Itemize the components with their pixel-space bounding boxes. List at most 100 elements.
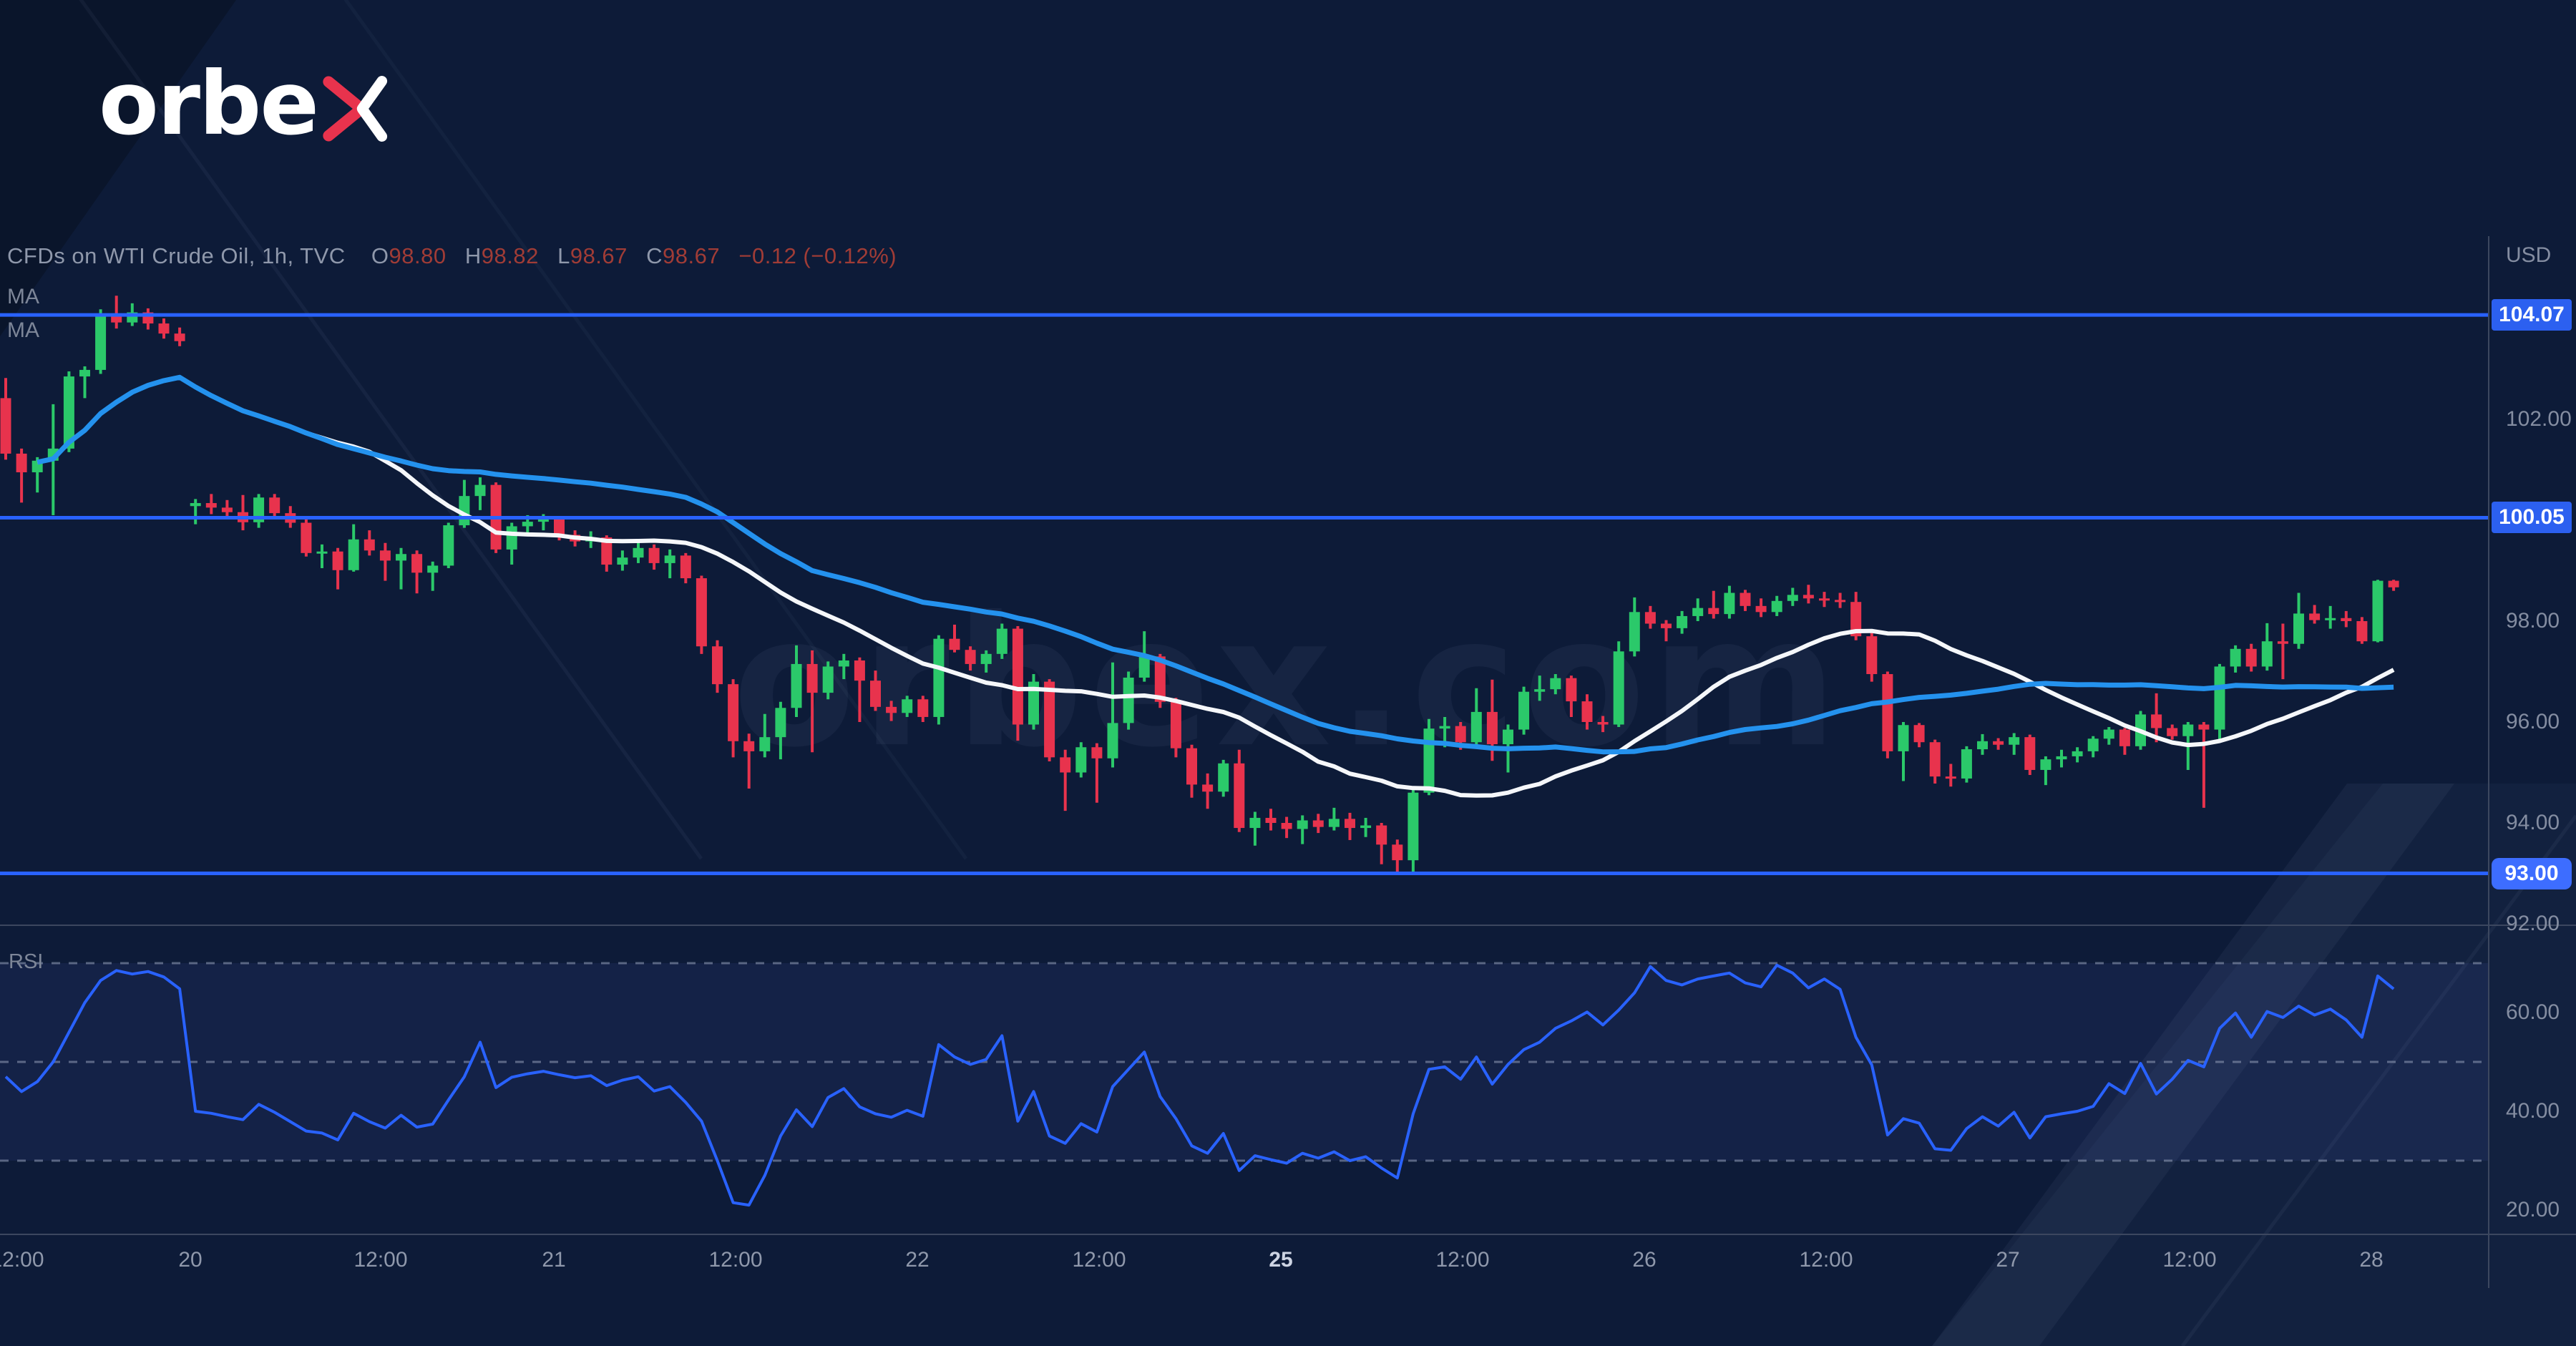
candle-body	[2261, 641, 2273, 667]
time-tick[interactable]: 12:00	[1435, 1248, 1490, 1272]
candle-body	[2245, 648, 2257, 667]
candle-body	[95, 313, 107, 370]
price-level-label[interactable]: 104.07	[2492, 299, 2572, 331]
candle-body	[1787, 595, 1798, 601]
candle-body	[2182, 724, 2194, 736]
candle-body	[1677, 615, 1688, 628]
candle-body	[190, 503, 201, 507]
ma-indicator-label-1[interactable]: MA	[7, 285, 39, 308]
rsi-tick: 20.00	[2506, 1198, 2560, 1221]
candle-body	[2341, 618, 2352, 621]
candle-body	[1170, 701, 1181, 748]
candle-body	[759, 737, 771, 751]
candle-body	[427, 565, 439, 573]
candle-body	[1107, 723, 1118, 759]
time-tick[interactable]: 28	[2359, 1248, 2384, 1272]
candle-body	[1644, 612, 1656, 624]
ma-indicator-label-2[interactable]: MA	[7, 318, 39, 342]
time-tick[interactable]: 27	[1996, 1248, 2020, 1272]
rsi-tick: 60.00	[2506, 1000, 2560, 1024]
candle-body	[2372, 580, 2384, 642]
candle-body	[2167, 728, 2178, 736]
ohlc-low-label: L	[557, 243, 570, 268]
candle-body	[1249, 817, 1261, 829]
orbex-logo-text: orbe	[99, 53, 319, 155]
candle-body	[63, 376, 74, 449]
candle-body	[1407, 792, 1419, 861]
ohlc-close-value: 98.67	[663, 243, 721, 268]
candle-body	[1328, 819, 1340, 827]
time-tick[interactable]: 20	[178, 1248, 203, 1272]
time-tick[interactable]: 12:00	[1799, 1248, 1853, 1272]
time-tick[interactable]: 25	[1269, 1248, 1293, 1272]
candle-body	[1392, 844, 1403, 861]
candle-body	[1913, 725, 1925, 743]
candle-body	[1218, 763, 1229, 792]
candle-body	[506, 526, 517, 550]
candle-body	[806, 663, 818, 693]
ohlc-close-label: C	[646, 243, 663, 268]
time-tick[interactable]: 12:00	[2162, 1248, 2217, 1272]
candle-body	[1281, 823, 1292, 829]
candle-body	[1186, 748, 1197, 785]
candle-body	[1138, 656, 1150, 678]
price-tick: 92.00	[2506, 912, 2560, 935]
time-tick[interactable]: 12:00	[1072, 1248, 1126, 1272]
candle-body	[980, 653, 992, 664]
rsi-indicator-label[interactable]: RSI	[9, 950, 44, 973]
candle-body	[2009, 737, 2020, 745]
ohlc-high-label: H	[464, 243, 482, 268]
candle-body	[1154, 656, 1166, 702]
time-tick[interactable]: 22	[905, 1248, 930, 1272]
currency-label: USD	[2506, 243, 2552, 267]
candle-body	[617, 557, 628, 565]
candle-body	[2119, 729, 2130, 746]
candle-body	[2151, 714, 2162, 728]
candle-body	[1075, 747, 1087, 773]
candle-body	[396, 554, 406, 561]
price-level-label[interactable]: 93.00	[2492, 857, 2572, 889]
candle-body	[712, 646, 723, 685]
candle-body	[1518, 691, 1530, 730]
candle-body	[1423, 728, 1435, 793]
time-tick[interactable]: 21	[542, 1248, 566, 1272]
candle-body	[364, 539, 375, 551]
time-tick[interactable]: 26	[1632, 1248, 1657, 1272]
price-tick: 98.00	[2506, 609, 2560, 633]
candle-body	[1581, 701, 1593, 722]
candle-body	[2024, 737, 2036, 770]
time-tick[interactable]: 12:00	[708, 1248, 763, 1272]
candle-body	[16, 453, 27, 473]
candle-body	[1534, 689, 1546, 692]
candle-body	[728, 684, 739, 741]
candle-body	[1882, 674, 1893, 751]
candle-body	[158, 323, 170, 334]
candle-body	[1835, 600, 1846, 603]
candle-body	[902, 699, 913, 713]
candle-body	[601, 537, 613, 565]
candle-body	[1060, 757, 1071, 773]
candle-body	[648, 547, 660, 563]
rsi-line	[4, 963, 2395, 1207]
candle-body	[1755, 605, 1767, 613]
candle-body	[664, 555, 675, 563]
candle-body	[917, 699, 929, 717]
ma-fast-line	[36, 375, 2395, 798]
candle-body	[854, 660, 865, 681]
price-level-label[interactable]: 100.05	[2492, 502, 2572, 534]
candle-body	[886, 706, 897, 713]
candle-body	[1945, 776, 1956, 779]
candle-body	[1312, 820, 1324, 827]
candle-body	[1597, 722, 1609, 725]
candle-body	[996, 628, 1008, 654]
symbol-title[interactable]: CFDs on WTI Crude Oil, 1h, TVC	[7, 243, 346, 268]
time-tick[interactable]: 12:00	[353, 1248, 408, 1272]
candle-body	[1550, 678, 1561, 690]
candle-body	[2056, 756, 2067, 760]
candle-body	[1629, 612, 1640, 652]
candle-body	[2356, 621, 2368, 642]
time-tick[interactable]: 12:00	[0, 1248, 44, 1272]
candle-body	[1486, 711, 1498, 745]
candle-body	[1297, 820, 1308, 829]
